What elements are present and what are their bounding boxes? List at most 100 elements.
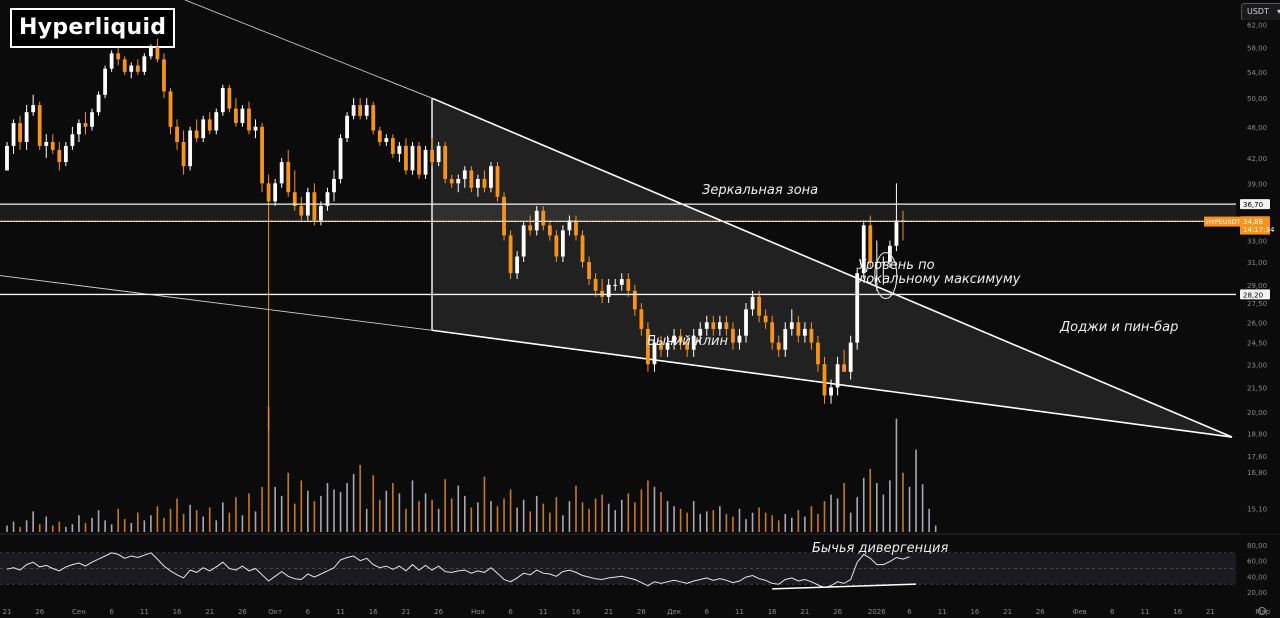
candle-body (593, 278, 598, 291)
level-tag-label: 28,20 (1243, 291, 1263, 299)
candle-body (63, 145, 68, 163)
candle-body (502, 196, 506, 236)
time-tick-label: 26 (637, 608, 646, 616)
volume-bar (267, 407, 270, 532)
candle-body (835, 364, 840, 388)
candle-body (181, 141, 186, 167)
candle-body (515, 256, 520, 274)
price-tick-label: 58,00 (1247, 44, 1267, 52)
volume-bar (19, 526, 21, 532)
volume-bar (261, 486, 263, 532)
price-tag-countdown: 14:17:34 (1243, 226, 1275, 234)
level-tag-label: 36,70 (1243, 201, 1263, 209)
candle-body (234, 108, 238, 124)
candle-body (319, 206, 323, 221)
volume-bar (830, 494, 832, 532)
time-tick-label: 21 (3, 608, 12, 616)
time-tick-label: 11 (1140, 608, 1149, 616)
volume-bar (392, 483, 394, 532)
time-tick-label: 6 (109, 608, 114, 616)
volume-bar (889, 480, 891, 532)
candle-body (24, 112, 29, 142)
volume-bar (117, 508, 119, 532)
candle-body (266, 183, 271, 202)
price-axis[interactable] (1240, 20, 1280, 534)
candle-body (881, 261, 886, 263)
volume-bar (457, 485, 460, 532)
candle-body (659, 342, 663, 350)
time-tick-label: Сен (72, 608, 86, 616)
volume-bar (849, 512, 852, 532)
currency-selector[interactable]: USDT (1241, 3, 1280, 21)
candle-body (116, 53, 121, 60)
volume-bar (653, 486, 656, 532)
volume-bar (542, 503, 545, 532)
volume-bar (431, 499, 433, 532)
candle-body (495, 166, 500, 197)
candle-body (822, 364, 827, 396)
candle-body (299, 206, 304, 216)
price-tick-label: 18,80 (1247, 430, 1267, 438)
candle-body (135, 65, 140, 72)
volume-bar (254, 511, 257, 532)
candle-body (371, 105, 376, 131)
candle-body (672, 335, 676, 343)
volume-bar (444, 479, 446, 532)
volume-bar (934, 525, 937, 532)
time-tick-label: 26 (434, 608, 443, 616)
candle-body (109, 53, 114, 69)
volume-bar (110, 524, 113, 532)
candle-body (240, 108, 245, 124)
candle-body (364, 105, 369, 116)
candle-body (567, 220, 572, 231)
time-tick-label: 11 (735, 608, 744, 616)
volume-bar (293, 503, 296, 532)
time-tick-label: Мар (1255, 608, 1270, 616)
candle-body (148, 47, 153, 57)
candle-body (103, 68, 107, 95)
time-tick-label: 16 (572, 608, 581, 616)
volume-bar (346, 483, 348, 532)
volume-bar (549, 512, 551, 532)
volume-bar (470, 507, 473, 532)
volume-bar (529, 511, 531, 532)
price-tick-label: 33,00 (1247, 238, 1267, 246)
volume-bar (490, 501, 492, 532)
volume-bar (208, 507, 211, 532)
time-tick-label: 21 (205, 608, 214, 616)
price-tick-label: 62,00 (1247, 21, 1267, 29)
volume-bar (405, 508, 407, 532)
price-tick-label: 39,00 (1247, 180, 1267, 188)
time-tick-label: 26 (1036, 608, 1045, 616)
candle-body (796, 322, 801, 336)
candle-body (142, 56, 147, 72)
candle-body (214, 112, 219, 131)
volume-bar (712, 510, 715, 532)
volume-bar (280, 495, 283, 532)
candle-body (162, 59, 166, 92)
volume-bar (614, 510, 617, 532)
price-tick-label: 54,00 (1247, 69, 1267, 77)
time-axis[interactable] (0, 604, 1280, 618)
time-tick-label: 11 (539, 608, 548, 616)
candle-body (744, 309, 748, 336)
volume-bar (91, 517, 93, 532)
price-tick-label: 42,00 (1247, 155, 1267, 163)
candle-body (855, 273, 860, 343)
candle-body (253, 126, 258, 131)
candle-body (842, 364, 847, 372)
candle-body (292, 192, 297, 207)
time-tick-label: 11 (938, 608, 947, 616)
volume-bar (418, 501, 420, 532)
annotation-label: Уровень по (858, 258, 935, 273)
candle-body (122, 59, 127, 72)
annotation-label: Доджи и пин-бар (1059, 320, 1178, 335)
price-tick-label: 16,80 (1247, 469, 1267, 477)
candle-body (449, 178, 454, 184)
price-tag-value: 34,88 (1243, 218, 1263, 226)
candle-body (541, 210, 546, 226)
volume-bar (751, 512, 754, 532)
candle-body (737, 335, 742, 343)
settings-gear-icon[interactable] (1258, 607, 1266, 615)
